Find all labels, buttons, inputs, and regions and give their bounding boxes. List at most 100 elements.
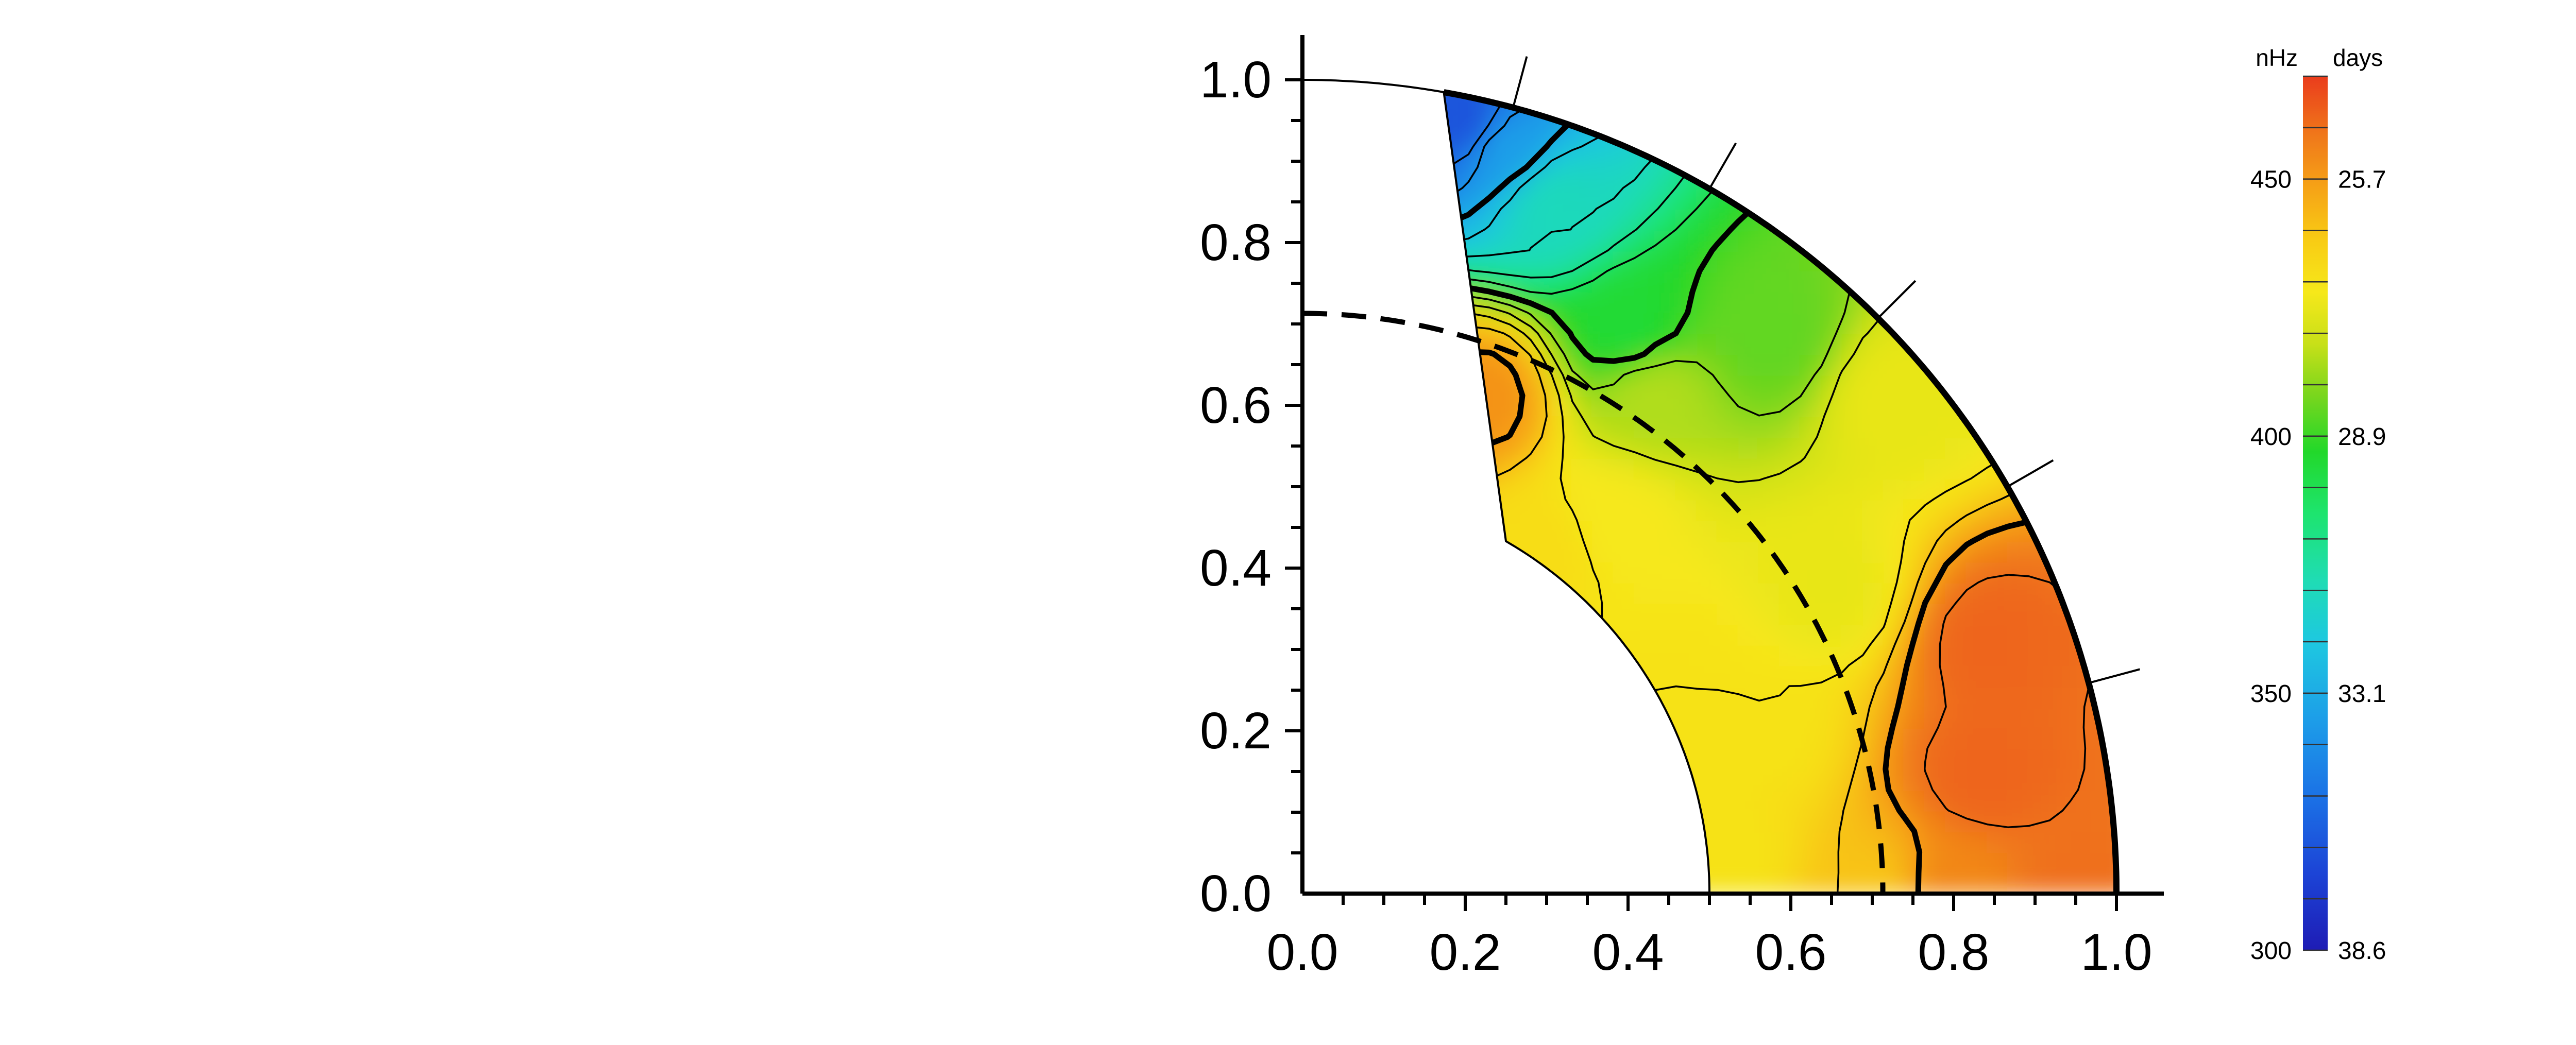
field-cell bbox=[1903, 311, 1926, 335]
field-cell bbox=[1737, 768, 1760, 791]
field-cell bbox=[1384, 125, 1407, 147]
field-cell bbox=[1675, 830, 1698, 853]
field-cell bbox=[1571, 623, 1595, 646]
field-cell bbox=[1737, 871, 1760, 894]
field-cell bbox=[1696, 415, 1719, 438]
field-cell bbox=[2007, 851, 2030, 874]
field-cell bbox=[1613, 602, 1636, 625]
field-cell bbox=[1447, 208, 1470, 231]
field-cell bbox=[1447, 62, 1469, 85]
field-cell bbox=[1861, 477, 1885, 501]
field-cell bbox=[1924, 643, 1947, 666]
field-cell bbox=[1444, 270, 1449, 293]
field-cell bbox=[1675, 623, 1698, 646]
field-cell bbox=[1758, 871, 1781, 894]
field-cell bbox=[1613, 249, 1636, 272]
field-cell bbox=[1322, 104, 1345, 127]
field-cell bbox=[1654, 311, 1677, 335]
field-cell bbox=[1384, 395, 1407, 417]
colorbar-right-label: 38.6 bbox=[2338, 937, 2386, 965]
field-cell bbox=[1467, 519, 1490, 542]
field-cell bbox=[1530, 477, 1553, 501]
field-cell bbox=[1592, 498, 1615, 521]
field-cell bbox=[1737, 726, 1760, 749]
field-cell bbox=[1488, 125, 1511, 148]
field-cell bbox=[1986, 498, 2009, 521]
field-cell bbox=[1322, 146, 1345, 168]
field-cell bbox=[1758, 643, 1781, 666]
field-cell bbox=[1444, 166, 1449, 190]
field-cell bbox=[1384, 208, 1407, 230]
field-cell bbox=[1696, 395, 1719, 418]
field-cell bbox=[1613, 706, 1636, 729]
field-cell bbox=[1467, 373, 1490, 397]
field-cell bbox=[1841, 623, 1864, 646]
field-cell bbox=[1716, 311, 1740, 335]
field-cell bbox=[2069, 540, 2093, 563]
field-cell bbox=[1405, 312, 1428, 334]
field-cell bbox=[1364, 374, 1386, 397]
field-cell bbox=[1716, 560, 1740, 584]
field-cell bbox=[1737, 228, 1760, 252]
field-cell bbox=[1986, 685, 2009, 708]
field-cell bbox=[1986, 747, 2009, 770]
field-cell bbox=[1696, 664, 1719, 688]
field-cell bbox=[1633, 104, 1656, 127]
field-cell bbox=[1592, 602, 1615, 625]
field-cell bbox=[1778, 415, 1802, 438]
field-cell bbox=[1799, 560, 1823, 584]
field-cell bbox=[1820, 706, 1843, 729]
field-cell bbox=[1405, 353, 1428, 375]
field-cell bbox=[1322, 62, 1345, 85]
field-cell bbox=[1883, 270, 1906, 293]
field-cell bbox=[1571, 228, 1595, 252]
field-cell bbox=[1737, 809, 1760, 833]
field-cell bbox=[2007, 415, 2030, 438]
field-cell bbox=[1509, 477, 1532, 501]
field-cell bbox=[1799, 228, 1823, 252]
field-cell bbox=[1737, 332, 1760, 355]
field-cell bbox=[1444, 290, 1449, 314]
field-cell bbox=[1405, 166, 1428, 189]
field-cell bbox=[1799, 685, 1823, 708]
field-cell bbox=[1654, 871, 1677, 894]
field-cell bbox=[1592, 311, 1615, 335]
field-cell bbox=[1592, 664, 1615, 688]
field-cell bbox=[2007, 602, 2030, 625]
x-tick-label: 0.6 bbox=[1755, 923, 1826, 981]
field-cell bbox=[1592, 104, 1615, 127]
field-cell bbox=[1737, 789, 1760, 812]
field-cell bbox=[1364, 436, 1386, 459]
field-cell bbox=[1405, 436, 1428, 459]
colorbar-ticks: 300 350 400 450 38.6 33.1 28.9 25.7 bbox=[2250, 75, 2386, 965]
field-cell bbox=[1405, 477, 1428, 500]
field-cell bbox=[1405, 415, 1428, 438]
field-cell bbox=[2069, 519, 2093, 542]
field-cell bbox=[2028, 643, 2051, 666]
field-cell bbox=[1696, 602, 1719, 625]
field-cell bbox=[1613, 664, 1636, 688]
field-cell bbox=[1675, 706, 1698, 729]
field-cell bbox=[1861, 415, 1885, 438]
field-cell bbox=[2028, 685, 2051, 708]
field-cell bbox=[1883, 395, 1906, 418]
field-cell bbox=[1903, 685, 1926, 708]
field-cell bbox=[1613, 373, 1636, 397]
field-cell bbox=[1322, 83, 1345, 106]
field-cell bbox=[1903, 560, 1926, 584]
field-cell bbox=[1322, 229, 1345, 251]
field-cell bbox=[1861, 789, 1885, 812]
field-cell bbox=[1675, 249, 1698, 272]
field-cell bbox=[1737, 623, 1760, 646]
field-cell bbox=[1737, 145, 1760, 168]
field-cell bbox=[1924, 871, 1947, 894]
field-cell bbox=[1301, 270, 1324, 293]
field-cell bbox=[1675, 789, 1698, 812]
field-cell bbox=[1592, 581, 1615, 604]
field-cell bbox=[1364, 291, 1386, 314]
field-cell bbox=[2007, 623, 2030, 646]
field-cell bbox=[1737, 602, 1760, 625]
field-cell bbox=[1530, 395, 1553, 418]
field-cell bbox=[1820, 519, 1843, 542]
field-cell bbox=[1841, 456, 1864, 480]
